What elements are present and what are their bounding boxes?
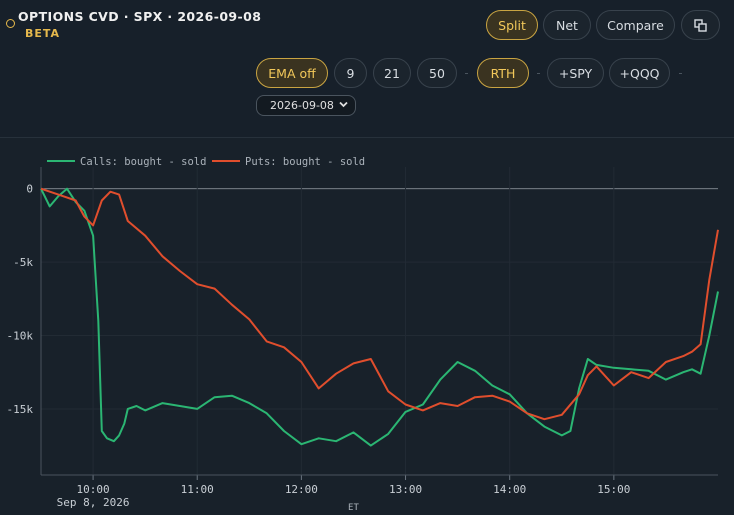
legend-label: Puts: bought - sold — [245, 156, 365, 168]
ema-off-button[interactable]: EMA off — [256, 58, 328, 88]
chart-header: OPTIONS CVD · SPX · 2026-09-08 BETA Spli… — [0, 0, 734, 138]
popout-button[interactable] — [681, 10, 720, 40]
separator — [537, 73, 540, 74]
compare-view-button[interactable]: Compare — [596, 10, 675, 40]
chart-axes: 0 -5k -10k -15k 10:00 11:00 12:00 13:00 14:00 15:… — [7, 167, 718, 513]
x-tick-label: 13:00 — [389, 483, 422, 496]
legend-label: Calls: bought - sold — [80, 156, 206, 168]
cvd-chart[interactable]: 0 -5k -10k -15k 10:00 11:00 12:00 13:00 14:00 15:… — [0, 137, 734, 515]
x-axis-label: ET — [348, 503, 359, 513]
series-line-puts — [40, 187, 719, 421]
y-tick-label: -5k — [13, 256, 33, 269]
series-line-calls — [40, 187, 719, 447]
x-tick-label: 15:00 — [597, 483, 630, 496]
chart-legend: Calls: bought - sold Puts: bought - sold — [47, 156, 365, 168]
y-tick-label: -10k — [7, 330, 34, 343]
x-tick-label: 14:00 — [493, 483, 526, 496]
net-view-button[interactable]: Net — [543, 10, 591, 40]
add-qqq-button[interactable]: +QQQ — [609, 58, 670, 88]
status-indicator-icon — [6, 19, 15, 28]
ema-21-button[interactable]: 21 — [373, 58, 411, 88]
ema-50-button[interactable]: 50 — [417, 58, 457, 88]
separator — [679, 73, 682, 74]
add-spy-button[interactable]: +SPY — [547, 58, 604, 88]
page-title: OPTIONS CVD · SPX · 2026-09-08 — [18, 9, 262, 24]
separator — [465, 73, 468, 74]
popout-window-icon — [694, 18, 707, 32]
x-tick-label: 10:00 — [77, 483, 110, 496]
x-tick-label: 12:00 — [285, 483, 318, 496]
ema-9-button[interactable]: 9 — [334, 58, 367, 88]
chart-grid — [41, 167, 718, 475]
chevron-down-icon — [339, 101, 348, 108]
split-view-button[interactable]: Split — [486, 10, 538, 40]
y-tick-label: 0 — [26, 183, 33, 196]
x-tick-label: 11:00 — [181, 483, 214, 496]
date-select[interactable]: 2026-09-08 — [256, 95, 356, 116]
x-date-label: Sep 8, 2026 — [57, 496, 130, 509]
beta-badge: BETA — [25, 27, 61, 40]
rth-button[interactable]: RTH — [477, 58, 529, 88]
chart-series — [40, 187, 719, 447]
date-select-value: 2026-09-08 — [270, 99, 334, 112]
y-tick-label: -15k — [7, 403, 34, 416]
